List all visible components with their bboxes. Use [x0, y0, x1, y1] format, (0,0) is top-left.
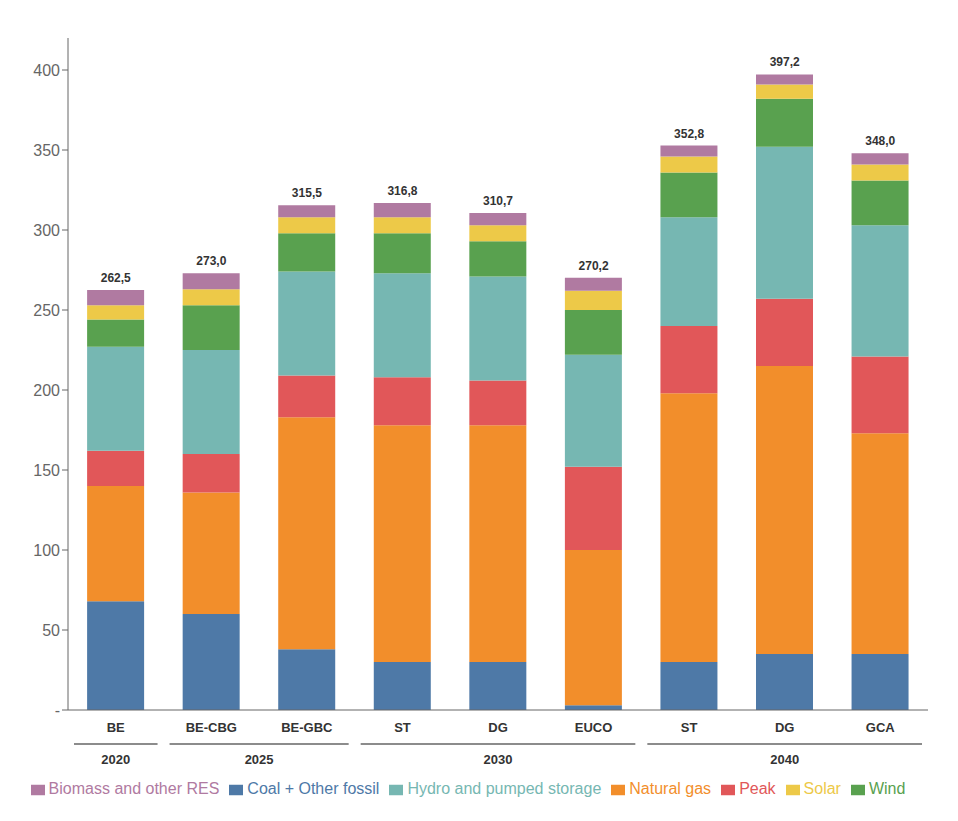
svg-text:EUCO: EUCO: [575, 720, 613, 735]
svg-text:100: 100: [33, 542, 60, 559]
svg-text:BE-CBG: BE-CBG: [186, 720, 237, 735]
svg-text:150: 150: [33, 462, 60, 479]
svg-text:GCA: GCA: [866, 720, 896, 735]
svg-text:310,7: 310,7: [483, 194, 513, 208]
svg-text:BE-GBC: BE-GBC: [281, 720, 333, 735]
svg-text:300: 300: [33, 222, 60, 239]
html-text:Natural gas: Natural gas: [629, 780, 712, 797]
html-text:Peak: Peak: [739, 780, 776, 797]
html-text:Hydro and pumped storage: Hydro and pumped storage: [407, 780, 602, 797]
svg-text:397,2: 397,2: [770, 55, 800, 69]
svg-text:315,5: 315,5: [292, 186, 322, 200]
svg-text:BE: BE: [107, 720, 125, 735]
svg-text:DG: DG: [488, 720, 508, 735]
svg-text:262,5: 262,5: [101, 271, 131, 285]
html-text:Wind: Wind: [869, 780, 906, 797]
svg-text:2025: 2025: [245, 752, 274, 767]
svg-text:273,0: 273,0: [196, 254, 226, 268]
svg-text:-: -: [55, 702, 60, 719]
svg-text:348,0: 348,0: [865, 134, 895, 148]
svg-text:ST: ST: [394, 720, 411, 735]
svg-text:316,8: 316,8: [387, 184, 417, 198]
svg-text:50: 50: [42, 622, 60, 639]
html-text:Biomass and other RES: Biomass and other RES: [48, 780, 220, 797]
svg-text:2020: 2020: [101, 752, 130, 767]
svg-text:352,8: 352,8: [674, 127, 704, 141]
svg-text:400: 400: [33, 62, 60, 79]
svg-text:350: 350: [33, 142, 60, 159]
svg-text:ST: ST: [681, 720, 698, 735]
svg-text:2030: 2030: [484, 752, 513, 767]
svg-text:DG: DG: [775, 720, 795, 735]
svg-text:250: 250: [33, 302, 60, 319]
svg-text:270,2: 270,2: [579, 259, 609, 273]
svg-text:2040: 2040: [770, 752, 799, 767]
html-text:Coal + Other fossil: Coal + Other fossil: [247, 780, 380, 797]
html-text:Solar: Solar: [803, 780, 841, 797]
svg-text:200: 200: [33, 382, 60, 399]
